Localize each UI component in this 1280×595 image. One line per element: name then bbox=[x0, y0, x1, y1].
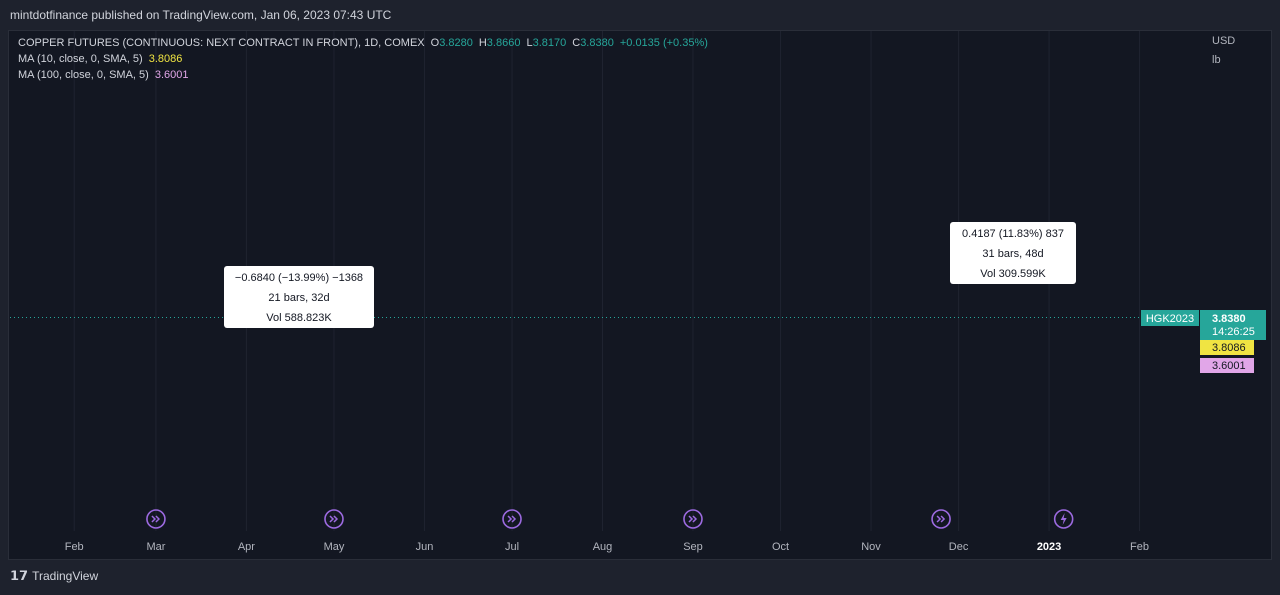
event-markers bbox=[146, 509, 1074, 529]
arrows-glyph bbox=[936, 515, 946, 523]
tradingview-logo-icon: 𝟭𝟳 bbox=[10, 568, 29, 583]
event-icon-ring bbox=[502, 509, 522, 529]
x-tick-label: Jul bbox=[505, 541, 519, 553]
arrows-glyph bbox=[151, 515, 160, 523]
legend-low-label: L bbox=[526, 37, 533, 49]
currency-unit: USD bbox=[1212, 35, 1236, 47]
legend-change: +0.0135 (+0.35%) bbox=[619, 37, 708, 49]
publisher-text: mintdotfinance published on TradingView.… bbox=[10, 8, 392, 22]
legend-low: 3.8170 bbox=[532, 37, 567, 49]
legend-high-label: H bbox=[478, 37, 487, 49]
legend-close-label: C bbox=[572, 37, 581, 49]
x-tick-label: Mar bbox=[146, 541, 165, 553]
time-axis: Feb Mar Apr May Jun Jul Aug Sep Oct Nov Dec 2023 Feb bbox=[65, 541, 1149, 553]
dividend-event-icon[interactable] bbox=[146, 509, 166, 529]
measure-1-line1: −0.6840 (−13.99%) −1368 bbox=[235, 272, 363, 284]
dividend-event-icon[interactable] bbox=[502, 509, 522, 529]
symbol-tag-text: HGK2023 bbox=[1146, 313, 1194, 325]
footer-brand: TradingView bbox=[32, 569, 99, 583]
measure-2-line1: 0.4187 (11.83%) 837 bbox=[962, 228, 1064, 240]
measure-1-line2: 21 bars, 32d bbox=[268, 292, 329, 304]
symbol-tag: HGK2023 bbox=[1141, 310, 1199, 326]
measure-2-line2: 31 bars, 48d bbox=[982, 248, 1043, 260]
legend-ma100-value: 3.6001 bbox=[154, 69, 189, 81]
event-icon-ring bbox=[931, 509, 951, 529]
arrows-glyph bbox=[329, 515, 339, 523]
ma10-tag-value: 3.8086 bbox=[1212, 342, 1246, 354]
legend-symbol-row: COPPER FUTURES (CONTINUOUS: NEXT CONTRAC… bbox=[18, 35, 708, 51]
legend-ma10-row[interactable]: MA (10, close, 0, SMA, 5) 3.8086 bbox=[18, 51, 708, 67]
legend-high: 3.8660 bbox=[486, 37, 521, 49]
measure-2-line3: Vol 309.599K bbox=[980, 268, 1046, 280]
event-icon-ring bbox=[1053, 509, 1074, 529]
last-price-value: 3.8380 bbox=[1212, 313, 1246, 325]
x-tick-label: Apr bbox=[238, 541, 255, 553]
x-tick-label: Aug bbox=[593, 541, 613, 553]
lightning-event-icon[interactable] bbox=[1053, 509, 1074, 529]
last-price-tag: 3.8380 14:26:25 bbox=[1200, 310, 1266, 340]
ma100-tag-value: 3.6001 bbox=[1212, 360, 1246, 372]
x-tick-label: Dec bbox=[949, 541, 969, 553]
x-tick-label: Feb bbox=[1130, 541, 1149, 553]
x-tick-label: Nov bbox=[861, 541, 881, 553]
legend-open: 3.8280 bbox=[439, 37, 473, 49]
measure-label-2[interactable]: 0.4187 (11.83%) 837 31 bars, 48d Vol 309… bbox=[950, 222, 1076, 284]
legend-ma100-row[interactable]: MA (100, close, 0, SMA, 5) 3.6001 bbox=[18, 67, 708, 83]
chart-frame[interactable] bbox=[8, 30, 1272, 560]
event-icon-ring bbox=[324, 509, 344, 529]
dividend-event-icon[interactable] bbox=[931, 509, 951, 529]
dividend-event-icon[interactable] bbox=[683, 509, 703, 529]
arrows-glyph bbox=[688, 515, 698, 523]
legend-ma100-label: MA (100, close, 0, SMA, 5) bbox=[18, 69, 149, 81]
legend-ma10-label: MA (10, close, 0, SMA, 5) bbox=[18, 53, 143, 65]
arrows-glyph bbox=[507, 515, 517, 523]
legend-close: 3.8380 bbox=[580, 37, 614, 49]
x-tick-label: Sep bbox=[683, 541, 703, 553]
x-tick-label: Jun bbox=[416, 541, 434, 553]
ma10-tag: 3.8086 bbox=[1200, 340, 1254, 355]
chart-legend: COPPER FUTURES (CONTINUOUS: NEXT CONTRAC… bbox=[18, 35, 708, 83]
lightning-glyph bbox=[1060, 513, 1067, 525]
measure-1-line3: Vol 588.823K bbox=[266, 312, 332, 324]
publish-bar: mintdotfinance published on TradingView.… bbox=[0, 0, 1280, 30]
x-tick-label: Feb bbox=[65, 541, 84, 553]
event-icon-ring bbox=[146, 509, 166, 529]
measure-unit: lb bbox=[1212, 54, 1221, 66]
dividend-event-icon[interactable] bbox=[324, 509, 344, 529]
x-tick-label: May bbox=[324, 541, 345, 553]
footer: 𝟭𝟳 TradingView bbox=[10, 568, 98, 584]
legend-ma10-value: 3.8086 bbox=[148, 53, 183, 65]
x-tick-label: 2023 bbox=[1037, 541, 1061, 553]
ma100-tag: 3.6001 bbox=[1200, 358, 1254, 373]
bar-countdown: 14:26:25 bbox=[1212, 326, 1255, 338]
legend-symbol: COPPER FUTURES (CONTINUOUS: NEXT CONTRAC… bbox=[18, 37, 425, 49]
measure-label-1[interactable]: −0.6840 (−13.99%) −1368 21 bars, 32d Vol… bbox=[224, 266, 374, 328]
x-tick-label: Oct bbox=[772, 541, 789, 553]
event-icon-ring bbox=[683, 509, 703, 529]
legend-open-label: O bbox=[430, 37, 440, 49]
